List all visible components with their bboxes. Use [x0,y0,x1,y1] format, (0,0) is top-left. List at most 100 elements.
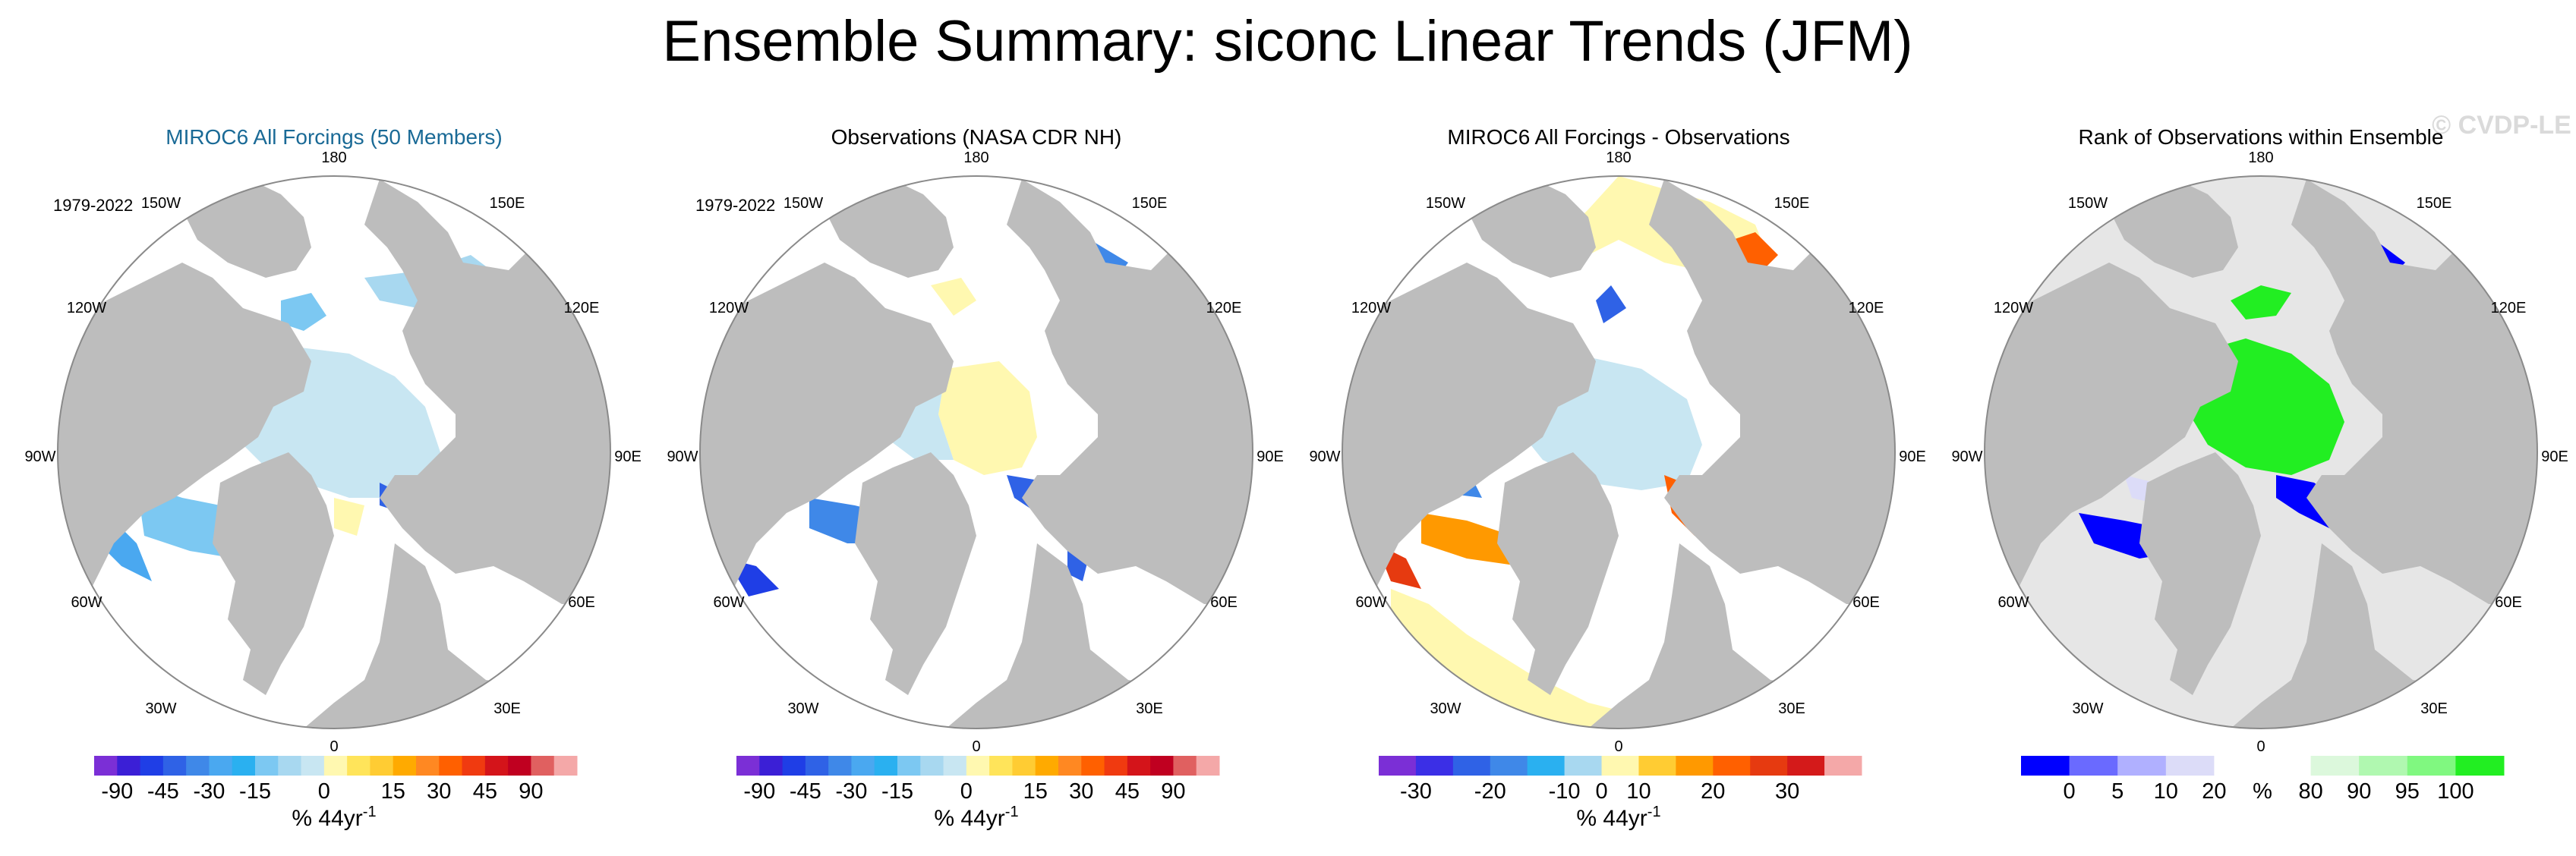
colorbar-swatch [736,756,760,776]
land-mass [213,452,334,695]
longitude-label: 150W [784,195,823,212]
map-border [1342,175,1896,729]
polar-map: 180 0 150W 150E 120W 120E 90W 90E 60W 60E 30W 30E [1309,149,1925,755]
longitude-label: 180 [2248,149,2273,166]
colorbar-swatch [1150,756,1174,776]
watermark: © CVDP-LE [2432,111,2571,140]
date-range: 1979-2022 [53,196,133,215]
colorbar-unit: % 44yr-1 [1576,804,1660,831]
colorbar-swatch [2262,756,2312,776]
ice-trend-region [281,293,326,331]
polar-map: 180 0 150W 150E 120W 120E 90W 90E 60W 60E 30W 30E [24,149,641,755]
colorbar: 0 5 10 20% 80 90 95 100 [2021,756,2505,804]
panels-container: MIROC6 All Forcings (50 Members) 1979-202… [24,125,2568,831]
colorbar-swatch [1750,756,1788,776]
colorbar-swatch [2214,756,2263,776]
longitude-label: 60E [2495,594,2522,611]
colorbar-swatch [1676,756,1714,776]
colorbar-swatch [2117,756,2167,776]
colorbar-swatch [2407,756,2456,776]
panel-title: Rank of Observations within Ensemble [2079,125,2444,149]
colorbar-swatch [874,756,898,776]
colorbar-tick-label: 15 [1023,779,1048,804]
colorbar-swatch [186,756,210,776]
longitude-label: 150W [1426,195,1465,212]
longitude-label: 0 [972,738,980,755]
colorbar-swatch [531,756,555,776]
colorbar-swatch [805,756,829,776]
colorbar-swatch [782,756,806,776]
map-content [58,176,610,729]
colorbar-tick-label: 5 [2111,779,2124,804]
longitude-label: 90W [1951,448,1982,465]
colorbar-swatch [393,756,417,776]
longitude-label: 60W [1355,594,1386,611]
colorbar-swatch [1196,756,1220,776]
ice-trend-region [334,498,364,536]
land-mass [1342,263,1596,604]
longitude-label: 0 [329,738,338,755]
colorbar-unit: % 44yr-1 [934,804,1018,831]
land-mass [304,543,610,729]
longitude-label: 60W [713,594,744,611]
colorbar-tick-label: -30 [835,779,867,804]
colorbar-swatch [1173,756,1197,776]
colorbar-tick-label: 20 [1701,779,1725,804]
land-mass [1007,179,1253,604]
colorbar-tick-label: 90 [519,779,543,804]
colorbar-tick-label: 0 [960,779,973,804]
colorbar-tick-label: 30 [1069,779,1093,804]
colorbar-swatch [439,756,463,776]
colorbar-swatch [301,756,325,776]
colorbar-tick-label: -90 [101,779,133,804]
ice-trend-region [931,278,976,316]
colorbar-tick-label: 30 [1775,779,1799,804]
colorbar-tick-label: 90 [2347,779,2371,804]
panel-title: Observations (NASA CDR NH) [831,125,1122,149]
land-mass [700,263,954,604]
longitude-label: 150W [2068,195,2108,212]
colorbar: -90 -45 -30 -15 0 15 30 45 90 % 44yr-1 [736,756,1220,831]
map-border [699,175,1253,729]
panel-title: MIROC6 All Forcings - Observations [1447,125,1789,149]
map-content [1342,176,1895,729]
colorbar-swatch [1601,756,1639,776]
colorbar-swatch [462,756,486,776]
colorbar-swatch [1104,756,1128,776]
colorbar-tick-label: 45 [473,779,497,804]
colorbar-swatch [1127,756,1151,776]
colorbar-tick-label: 80 [2298,779,2322,804]
longitude-label: 90W [24,448,55,465]
colorbar-swatch [920,756,944,776]
colorbar-unit: % 44yr-1 [292,804,376,831]
longitude-label: 90W [667,448,698,465]
colorbar-tick-label: -15 [239,779,271,804]
longitude-label: 180 [321,149,346,166]
panel-title: MIROC6 All Forcings (50 Members) [166,125,502,149]
ice-trend-region [2231,285,2291,319]
longitude-label: 30E [1778,700,1805,717]
colorbar-swatch [1058,756,1082,776]
colorbar: -30 -20 -10 0 10 20 30 % 44yr-1 [1379,756,1862,831]
land-mass [2139,452,2261,695]
colorbar-tick-label: 10 [1626,779,1651,804]
map-content [1985,176,2537,729]
longitude-label: 30E [1136,700,1163,717]
longitude-label: 120W [1351,300,1391,316]
longitude-label: 30W [145,700,176,717]
colorbar-swatch [1713,756,1751,776]
colorbar: -90 -45 -30 -15 0 15 30 45 90 % 44yr-1 [94,756,578,831]
land-mass [946,543,1253,729]
longitude-label: 0 [2256,738,2265,755]
colorbar-tick-label: -30 [193,779,225,804]
colorbar-tick-label: -45 [790,779,821,804]
colorbar-swatch [2069,756,2118,776]
longitude-label: 120W [1994,300,2033,316]
colorbar-swatch [323,756,348,776]
land-mass [364,179,610,604]
date-range: 1979-2022 [695,196,775,215]
colorbar-tick-label: -90 [743,779,775,804]
colorbar-swatch [162,756,187,776]
longitude-label: 120E [1206,300,1242,316]
